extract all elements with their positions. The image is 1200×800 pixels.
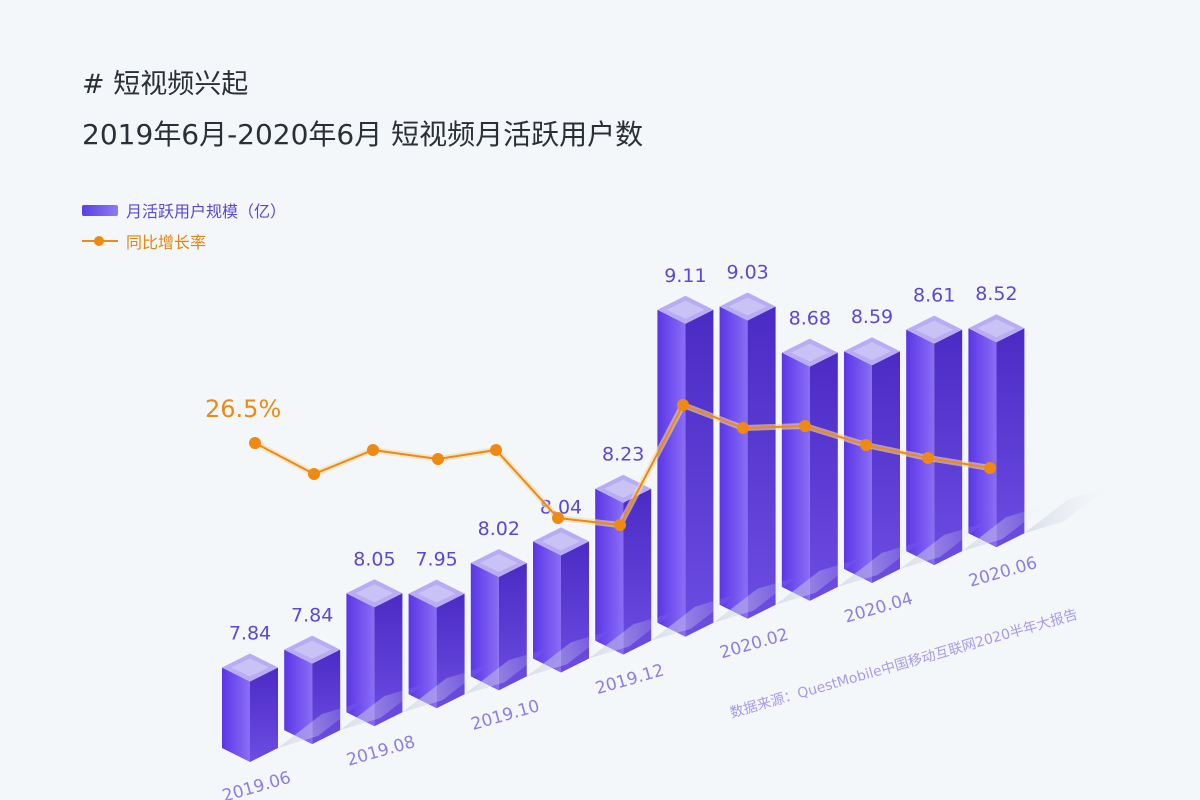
bar-shadow: [900, 523, 984, 569]
bar-face-left: [408, 593, 437, 709]
bar-face-left: [844, 351, 872, 583]
bar-value-label: 8.59: [851, 306, 893, 328]
bar-shadow: [278, 702, 362, 748]
bar-face-right: [250, 667, 278, 762]
bars-group: [222, 292, 1109, 762]
bar-face-left: [781, 352, 810, 601]
bar-face-left: [968, 328, 997, 548]
bar-value-label: 7.84: [229, 622, 271, 644]
bar-top-inner: [231, 658, 269, 677]
bar-face-left: [906, 329, 935, 566]
bar-top-inner: [417, 584, 456, 603]
bar-top-inner: [666, 300, 705, 319]
bar-top-inner: [479, 553, 518, 572]
growth-point: [432, 453, 444, 465]
growth-point: [552, 512, 564, 524]
bar-shadow: [713, 576, 798, 623]
growth-line-group: 26.5%: [205, 395, 996, 531]
bar-face-left: [222, 667, 250, 762]
bar-top-inner: [915, 320, 954, 339]
bar-face-right: [809, 352, 838, 601]
bar-top-inner: [355, 584, 394, 603]
x-tick-label: 2019.12: [593, 660, 666, 699]
growth-point: [614, 519, 626, 531]
bar-face-right: [747, 306, 776, 619]
bar-value-label: 8.68: [789, 308, 831, 330]
bar-face-left: [470, 562, 499, 691]
page-title: 2019年6月-2020年6月 短视频月活跃用户数: [82, 118, 644, 151]
x-tick-label: 2020.06: [966, 553, 1039, 592]
section-tag: # 短视频兴起: [82, 69, 249, 100]
bar-top-inner: [728, 297, 767, 316]
bar-top-inner: [542, 532, 580, 551]
bar-value-label: 8.05: [353, 548, 395, 570]
bar-shadow: [402, 666, 487, 713]
bar-top-inner: [293, 640, 332, 659]
source-note: 数据来源：QuestMobile中国移动互联网2020半年大报告: [728, 607, 1079, 722]
bar-shadow: [340, 684, 425, 731]
bar-top-inner: [853, 342, 891, 361]
bar-top-inner: [790, 343, 829, 362]
bar-face-left: [719, 306, 748, 619]
bar-top-inner: [977, 319, 1016, 338]
bar-face-right: [934, 329, 963, 566]
bar-shadow: [589, 612, 673, 659]
growth-point: [677, 399, 689, 411]
x-tick-label: 2019.06: [220, 768, 293, 800]
bar-face-left: [595, 488, 624, 655]
bar-shadow: [526, 630, 611, 677]
legend-line-label: 同比增长率: [126, 233, 207, 252]
legend-line-swatch: [82, 235, 118, 247]
bar-shadow: [837, 540, 922, 587]
bar-shadow: [1024, 487, 1109, 534]
bar-value-label: 8.52: [975, 283, 1017, 305]
bar-face-left: [657, 309, 686, 637]
bar-shadow: [962, 505, 1047, 552]
bar-face-left: [284, 649, 313, 745]
growth-point: [984, 462, 996, 474]
growth-point: [922, 452, 934, 464]
bar-face-right: [996, 328, 1025, 548]
bar-face-right: [872, 351, 900, 583]
x-tick-label: 2019.08: [344, 732, 417, 771]
bar-face-right: [685, 309, 714, 637]
value-labels-group: 8.528.618.598.689.039.118.238.048.027.95…: [229, 262, 1018, 645]
bar-value-label: 8.23: [602, 444, 644, 466]
growth-point: [860, 439, 872, 451]
legend-bar-series: 月活跃用户规模（亿）: [82, 198, 286, 222]
x-tick-label: 2020.02: [718, 625, 791, 664]
x-tick-label: 2020.04: [842, 589, 915, 628]
bar-top-inner: [604, 479, 643, 498]
bar-value-label: 8.02: [478, 518, 520, 540]
bar-value-label: 7.84: [291, 605, 333, 627]
bar-face-left: [346, 593, 375, 727]
legend-bar-label: 月活跃用户规模（亿）: [126, 202, 287, 221]
bar-value-label: 9.03: [726, 262, 768, 284]
legend-bar-swatch: [82, 204, 118, 216]
bar-face-right: [623, 488, 652, 655]
growth-point: [367, 444, 379, 456]
growth-point: [308, 468, 320, 480]
bar-value-label: 7.95: [415, 549, 457, 571]
growth-point: [799, 420, 811, 432]
bar-shadow: [651, 594, 736, 641]
bar-shadow: [464, 648, 549, 695]
growth-point: [249, 437, 261, 449]
growth-point: [490, 444, 502, 456]
bar-value-label: 8.61: [913, 285, 955, 307]
bar-value-label: 9.11: [664, 265, 706, 287]
x-tick-label: 2019.10: [469, 696, 542, 735]
bar-face-left: [533, 541, 561, 673]
growth-rate-label: 26.5%: [205, 395, 281, 423]
legend-line-series: 同比增长率: [82, 229, 206, 253]
bar-shadow: [775, 558, 860, 605]
growth-point: [737, 422, 749, 434]
